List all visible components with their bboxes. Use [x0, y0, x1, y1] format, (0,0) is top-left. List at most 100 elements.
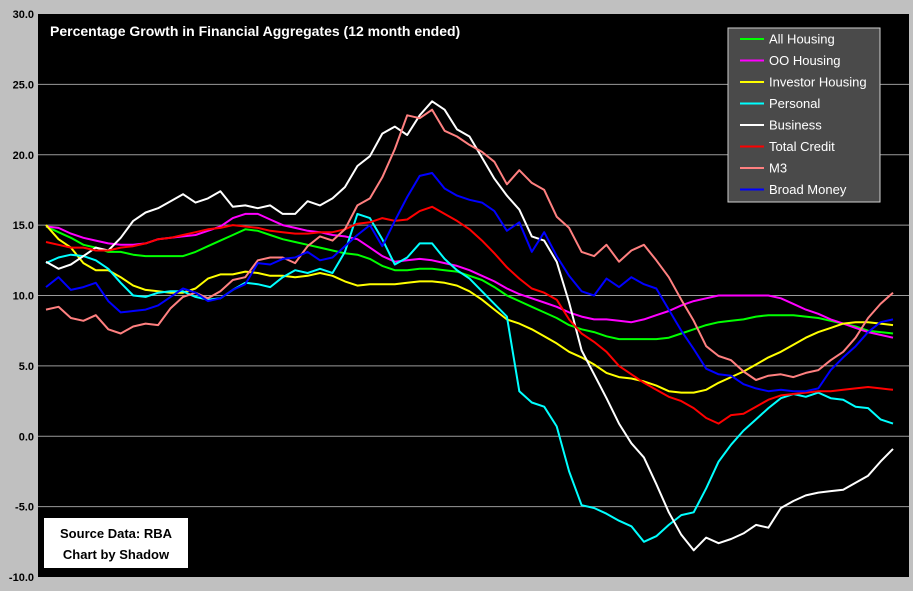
x-tick-label: Jul-08: [515, 441, 526, 470]
x-tick-label: Apr-06: [179, 441, 190, 473]
legend-label-all-housing: All Housing: [769, 32, 835, 47]
x-tick-label: Aug-06: [229, 441, 240, 475]
x-tick-label: Nov-06: [266, 441, 277, 475]
x-tick-label: Jun-09: [652, 441, 663, 474]
x-tick-label: Apr-10: [777, 441, 788, 473]
x-tick-label: Jun-07: [353, 441, 364, 474]
x-tick-label: Oct-07: [403, 441, 414, 473]
x-tick-label: Jun-08: [503, 441, 514, 474]
x-tick-label: Apr-09: [627, 441, 638, 473]
y-axis-ticks: -10.0 -5.0 0.0 5.0 10.0 15.0 20.0 25.0 30.0: [9, 9, 34, 584]
series-line-personal: [45, 212, 894, 543]
x-tick-label: Sep-05: [92, 441, 103, 474]
x-tick-label: May-05: [42, 441, 53, 475]
x-tick-label: May-09: [640, 441, 651, 475]
x-tick-label: Jul-10: [814, 441, 825, 470]
x-tick-label: Oct-10: [852, 441, 863, 473]
x-tick-label: Jun-10: [802, 441, 813, 474]
series-line-business: [45, 100, 894, 552]
x-tick-label: Aug-10: [827, 441, 838, 475]
x-tick-label: Jan-11: [889, 441, 900, 473]
y-tick-label: 10.0: [13, 291, 34, 303]
x-tick-label: Oct-09: [702, 441, 713, 473]
x-tick-label: May-10: [789, 441, 800, 475]
x-tick-label: Jun-06: [204, 441, 215, 474]
legend-label-total-credit: Total Credit: [769, 139, 835, 154]
series-line-oo-housing: [45, 212, 894, 339]
x-tick-label: Oct-08: [553, 441, 564, 473]
x-tick-label: Nov-07: [416, 441, 427, 475]
x-tick-label: Aug-09: [677, 441, 688, 475]
legend-label-personal: Personal: [769, 96, 820, 111]
x-tick-label: Jul-09: [665, 441, 676, 470]
x-tick-label: Feb-09: [603, 441, 614, 474]
x-tick-label: May-07: [341, 441, 352, 475]
x-tick-label: Oct-05: [104, 441, 115, 473]
x-tick-label: Jan-06: [142, 441, 153, 473]
x-tick-label: Dec-10: [877, 441, 888, 474]
y-tick-label: 5.0: [19, 361, 34, 373]
source-note-box: [44, 518, 188, 568]
source-note-line-1: Source Data: RBA: [60, 526, 173, 541]
series-line-broad-money: [45, 172, 894, 393]
x-tick-label: Jan-10: [740, 441, 751, 473]
x-tick-label: Dec-08: [578, 441, 589, 474]
x-tick-label: Dec-07: [428, 441, 439, 474]
x-tick-label: Feb-10: [752, 441, 763, 474]
x-tick-label: Apr-07: [328, 441, 339, 473]
x-tick-label: Sep-06: [241, 441, 252, 474]
series-line-total-credit: [45, 205, 894, 425]
y-tick-label: 25.0: [13, 79, 34, 91]
y-tick-label: 30.0: [13, 9, 34, 21]
x-tick-label: Aug-05: [79, 441, 90, 475]
y-tick-label: 20.0: [13, 150, 34, 162]
x-tick-label: Sep-08: [540, 441, 551, 474]
x-axis-ticks: May-05 Jun-05 Jul-05 Aug-05 Sep-05 Oct-05 Nov-…: [42, 441, 900, 475]
series-line-m3: [45, 108, 894, 381]
x-tick-label: Nov-08: [565, 441, 576, 475]
x-tick-label: Jul-05: [67, 441, 78, 470]
x-tick-label: Aug-08: [528, 441, 539, 475]
x-tick-label: Jun-05: [54, 441, 65, 474]
x-tick-label: Jan-07: [291, 441, 302, 473]
x-tick-label: Mar-08: [466, 441, 477, 474]
x-tick-label: Oct-06: [254, 441, 265, 473]
x-tick-label: Sep-09: [690, 441, 701, 474]
x-tick-label: Jul-07: [366, 441, 377, 470]
series-line-all-housing: [45, 225, 894, 341]
x-tick-label: Dec-06: [279, 441, 290, 474]
chart-title: Percentage Growth in Financial Aggregate…: [50, 23, 460, 39]
y-tick-label: 15.0: [13, 220, 34, 232]
y-tick-label: 0.0: [19, 431, 34, 443]
x-tick-label: Apr-08: [478, 441, 489, 473]
x-tick-label: Feb-07: [304, 441, 315, 474]
source-note-line-2: Chart by Shadow: [63, 547, 170, 562]
x-tick-label: Nov-10: [864, 441, 875, 475]
x-tick-label: May-06: [191, 441, 202, 475]
x-tick-label: Nov-05: [117, 441, 128, 475]
legend-label-investor-housing: Investor Housing: [769, 75, 867, 90]
legend-label-broad-money: Broad Money: [769, 182, 847, 197]
x-tick-label: Dec-09: [727, 441, 738, 474]
x-tick-label: Feb-08: [453, 441, 464, 474]
x-tick-label: Jul-06: [216, 441, 227, 470]
x-tick-label: Dec-05: [129, 441, 140, 474]
legend-label-business: Business: [769, 118, 822, 133]
x-tick-label: Sep-10: [839, 441, 850, 474]
x-tick-label: Jan-08: [441, 441, 452, 473]
x-tick-label: Sep-07: [391, 441, 402, 474]
y-tick-label: -5.0: [15, 502, 34, 514]
series-line-investor-housing: [45, 224, 894, 394]
x-tick-label: Mar-10: [764, 441, 775, 474]
legend: All Housing OO Housing Investor Housing Per…: [727, 27, 881, 203]
y-tick-label: -10.0: [9, 572, 34, 584]
x-tick-label: May-08: [490, 441, 501, 475]
series-lines: [45, 100, 894, 552]
legend-label-m3: M3: [769, 161, 787, 176]
legend-box: [727, 27, 881, 203]
x-tick-label: Mar-06: [167, 441, 178, 474]
source-note: Source Data: RBA Chart by Shadow: [44, 518, 188, 568]
x-tick-label: Jan-09: [590, 441, 601, 473]
legend-label-oo-housing: OO Housing: [769, 53, 841, 68]
